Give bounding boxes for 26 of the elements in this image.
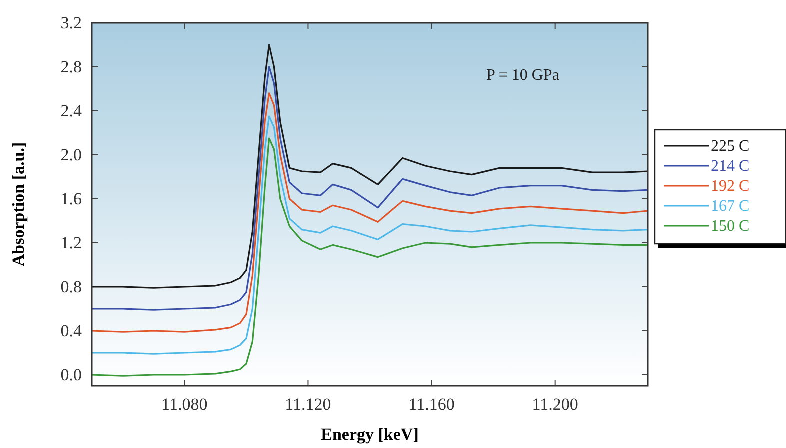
- legend-label: 214 C: [711, 158, 750, 175]
- line-series: [92, 66, 648, 311]
- x-tick-label: 11.080: [162, 395, 208, 414]
- y-tick-label: 3.2: [60, 13, 82, 32]
- annotation: P = 10 GPa: [486, 67, 560, 84]
- y-tick-label: 2.4: [60, 101, 82, 120]
- y-tick-label: 0.0: [60, 365, 82, 384]
- y-tick-label: 1.2: [60, 233, 82, 252]
- y-axis-title: Absorption [a.u.]: [9, 142, 28, 267]
- line-series: [92, 92, 648, 333]
- line-series: [92, 44, 648, 289]
- legend-label: 150 C: [711, 218, 750, 235]
- x-tick-label: 11.120: [285, 395, 332, 414]
- legend-label: 167 C: [711, 198, 750, 215]
- line-series: [92, 138, 648, 377]
- y-tick-label: 1.6: [60, 189, 82, 208]
- x-tick-label: 11.200: [532, 395, 578, 414]
- x-axis-title: Energy [keV]: [321, 425, 419, 444]
- y-tick-label: 0.4: [60, 321, 82, 340]
- line-series: [92, 116, 648, 355]
- y-tick-label: 0.8: [60, 277, 82, 296]
- legend-label: 192 C: [711, 178, 750, 195]
- y-tick-label: 2.0: [60, 145, 82, 164]
- legend-label: 225 C: [711, 138, 750, 155]
- y-tick-label: 2.8: [60, 57, 82, 76]
- x-tick-label: 11.160: [408, 395, 455, 414]
